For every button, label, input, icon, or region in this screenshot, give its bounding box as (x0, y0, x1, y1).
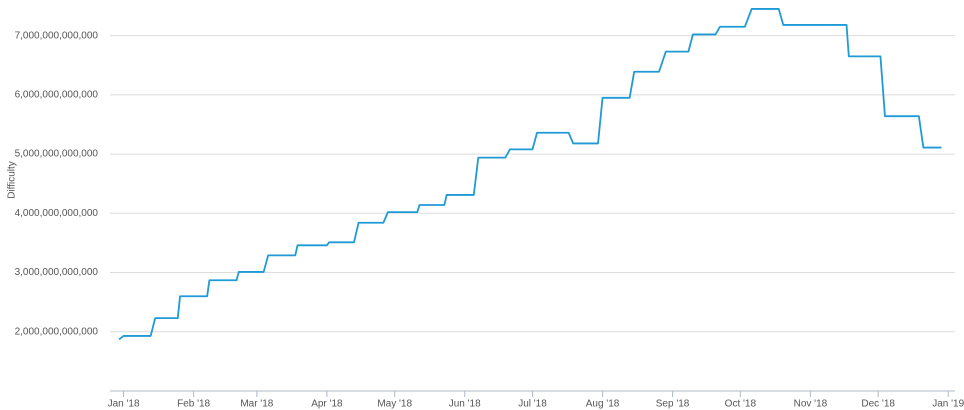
y-tick-label: 7,000,000,000,000 (15, 30, 99, 41)
y-tick-label: 5,000,000,000,000 (15, 149, 99, 160)
x-tick-label: Jun '18 (449, 399, 481, 410)
x-tick-label: Jan '19 (932, 399, 964, 410)
x-tick-label: Jan '18 (108, 399, 140, 410)
y-tick-label: 2,000,000,000,000 (15, 326, 99, 337)
y-tick-label: 3,000,000,000,000 (15, 267, 99, 278)
y-axis-label: Difficulty (7, 161, 18, 199)
x-tick-label: May '18 (377, 399, 412, 410)
x-tick-label: Oct '18 (725, 399, 757, 410)
x-tick-label: Apr '18 (311, 399, 343, 410)
data-line (118, 8, 942, 341)
x-tick-label: Mar '18 (240, 399, 273, 410)
x-tick-label: Nov '18 (794, 399, 828, 410)
x-tick-label: Aug '18 (586, 399, 620, 410)
y-tick-label: 6,000,000,000,000 (15, 89, 99, 100)
y-tick-label: 4,000,000,000,000 (15, 208, 99, 219)
x-tick-label: Jul '18 (518, 399, 547, 410)
x-tick-label: Dec '18 (861, 399, 895, 410)
x-tick-label: Sep '18 (656, 399, 690, 410)
x-tick-label: Feb '18 (177, 399, 210, 410)
